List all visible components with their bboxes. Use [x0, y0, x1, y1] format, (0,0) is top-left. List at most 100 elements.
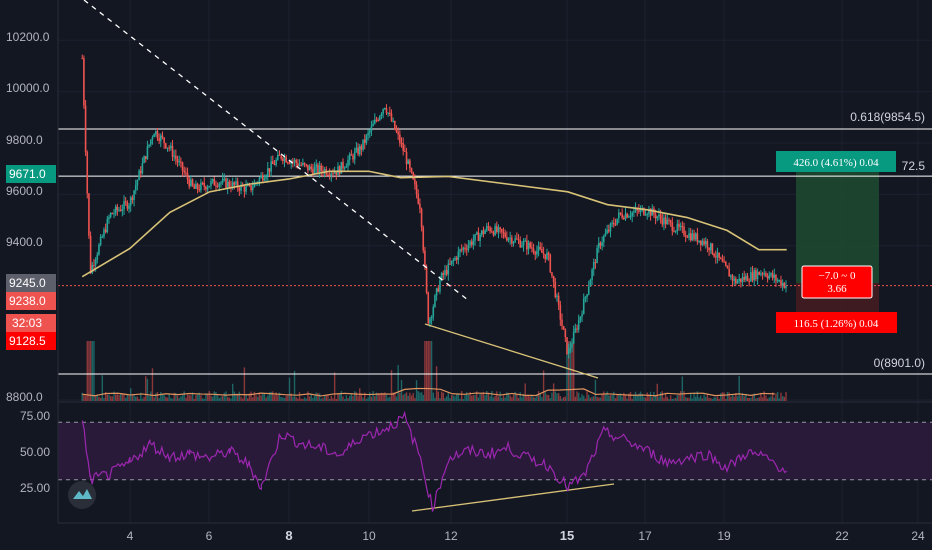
volume-bar: [136, 396, 139, 401]
rsi-axis[interactable]: 75.00 50.00 25.00: [20, 409, 50, 495]
target-zone[interactable]: [796, 163, 879, 283]
volume-bar: [288, 377, 291, 401]
volume-bar: [598, 397, 600, 401]
candle-body: [669, 220, 672, 223]
candle-body: [537, 246, 540, 251]
candle-body: [572, 331, 575, 344]
candle-body: [399, 134, 401, 144]
candle-body: [683, 226, 685, 236]
candle-body: [165, 143, 167, 148]
volume-bar: [91, 341, 93, 401]
volume-bar: [245, 393, 247, 401]
candle-body: [273, 163, 276, 165]
volume-bar: [390, 370, 393, 401]
volume-bar: [487, 392, 490, 401]
volume-bar: [337, 392, 339, 401]
countdown-text: 32:03: [12, 316, 42, 330]
candle-body: [338, 166, 341, 174]
volume-bar: [554, 391, 557, 401]
candle-body: [546, 252, 548, 260]
candle-body: [698, 240, 700, 243]
candle-body: [781, 283, 784, 286]
volume-bar: [135, 396, 137, 401]
candle-body: [552, 275, 555, 283]
volume-bar: [501, 397, 503, 401]
volume-bar: [170, 397, 172, 401]
volume-bar: [644, 397, 647, 401]
volume-bar: [138, 398, 140, 401]
volume-bar: [750, 397, 752, 401]
candle-body: [225, 178, 227, 188]
rsi-trendline[interactable]: [411, 483, 615, 512]
candle-body: [409, 160, 411, 169]
volume-bar: [751, 394, 754, 401]
volume-bar: [527, 395, 530, 401]
volume-bar: [133, 395, 135, 401]
volume-bar: [243, 367, 246, 401]
candle-body: [454, 257, 456, 261]
volume-bar: [350, 393, 353, 401]
candle-body: [208, 185, 211, 188]
volume-bar: [394, 392, 396, 401]
volume-bar: [588, 394, 590, 401]
volume-bar: [205, 393, 207, 401]
candle-body: [529, 242, 532, 248]
candle-body: [733, 278, 735, 281]
candle-body: [618, 212, 620, 219]
volume-bar: [464, 395, 466, 401]
candle-body: [773, 275, 776, 278]
candle-body: [574, 328, 577, 332]
candle-body: [592, 262, 595, 270]
candle-body: [547, 252, 550, 255]
tradingview-logo-icon[interactable]: [68, 481, 96, 509]
candle-body: [380, 113, 383, 117]
volume-bar: [589, 397, 592, 401]
volume-bar: [221, 396, 224, 401]
candle-body: [457, 251, 460, 260]
last-price-marker-text: 9245.0: [9, 276, 46, 290]
candle-body: [561, 319, 563, 326]
volume-bar: [166, 397, 169, 401]
green-price-marker-text: 9671.0: [9, 167, 46, 181]
time-axis[interactable]: 4 6 8 10 12 15 17 19 22 24: [127, 528, 925, 543]
price-tick: 9400.0: [6, 235, 43, 249]
candle-body: [226, 181, 229, 188]
volume-bar: [343, 398, 346, 401]
candle-body: [158, 138, 160, 142]
volume-bar: [357, 395, 359, 401]
target-label-box[interactable]: [776, 151, 896, 172]
volume-bar: [347, 398, 349, 401]
candle-body: [277, 154, 279, 160]
volume-bar: [603, 391, 605, 401]
volume-bar: [766, 398, 769, 401]
candle-body: [153, 134, 155, 138]
descending-trendline[interactable]: [83, 0, 469, 301]
volume-bar: [486, 391, 488, 401]
price-trendline[interactable]: [424, 323, 599, 379]
candle-body: [507, 238, 510, 241]
volume-bar: [639, 391, 642, 401]
volume-bar: [457, 393, 460, 401]
volume-bar: [414, 397, 416, 401]
countdown-marker: [6, 314, 56, 332]
candle-body: [84, 105, 87, 153]
candle-body: [425, 266, 428, 293]
volume-bar: [733, 396, 735, 401]
candle-body: [133, 190, 135, 200]
volume-bar: [81, 392, 83, 401]
candle-body: [566, 337, 568, 354]
volume-bar: [265, 397, 267, 401]
volume-bar: [293, 370, 296, 401]
volume-bar: [215, 392, 217, 401]
stop-label-box[interactable]: [776, 312, 897, 333]
candle-body: [557, 295, 560, 305]
candle-body: [358, 146, 361, 155]
volume-bar: [340, 391, 343, 401]
volume-bar: [405, 392, 408, 401]
candle-body: [783, 283, 786, 288]
volume-bar: [420, 392, 423, 401]
volume-bar: [186, 394, 189, 401]
candle-body: [236, 181, 239, 189]
price-axis[interactable]: 10200.0 10000.0 9800.0 9600.0 9400.0 880…: [6, 30, 56, 404]
